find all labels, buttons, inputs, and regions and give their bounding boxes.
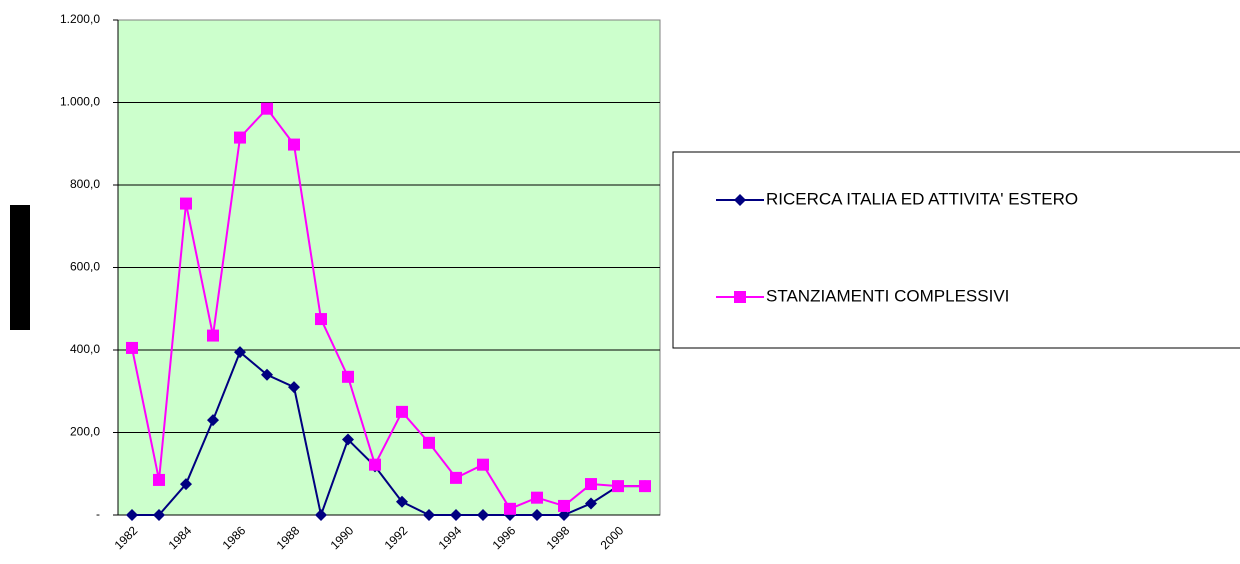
point [180, 478, 192, 491]
point [477, 458, 489, 471]
point [612, 480, 624, 493]
y-tick-label: 1.000,0 [60, 95, 100, 109]
x-tick-label: 1994 [436, 523, 465, 552]
legend-marker [734, 291, 746, 303]
y-tick-label: 200,0 [70, 425, 100, 439]
point [531, 491, 543, 504]
point [369, 458, 381, 471]
point [639, 480, 651, 493]
x-tick-label: 1986 [220, 523, 249, 552]
point [315, 509, 327, 521]
x-tick-label: 1998 [544, 523, 573, 552]
point [504, 502, 516, 515]
point [207, 414, 219, 427]
point [180, 197, 192, 210]
point [423, 436, 435, 449]
point [450, 471, 462, 484]
legend-marker [734, 194, 746, 206]
x-tick-label: 1992 [382, 523, 411, 552]
x-tick-label: 2000 [598, 523, 627, 552]
point [423, 509, 435, 521]
point [342, 370, 354, 383]
point [396, 405, 408, 418]
legend-box [672, 151, 1240, 349]
point [288, 138, 300, 151]
y-tick-label: 600,0 [70, 260, 100, 274]
point [126, 509, 138, 521]
point [585, 497, 597, 510]
point [234, 131, 246, 144]
point [342, 433, 354, 446]
point [126, 341, 138, 354]
point [558, 499, 570, 512]
legend-label: RICERCA ITALIA ED ATTIVITA' ESTERO [766, 189, 1078, 208]
point [396, 495, 408, 508]
point [558, 509, 570, 521]
y-tick-label: 800,0 [70, 177, 100, 191]
x-tick-label: 1990 [328, 523, 357, 552]
point [585, 478, 597, 491]
point [531, 509, 543, 521]
point [261, 102, 273, 115]
y-tick-label: 1.200,0 [60, 12, 100, 26]
x-tick-label: 1996 [490, 523, 519, 552]
point [261, 368, 273, 381]
point [207, 329, 219, 342]
x-tick-label: 1982 [112, 523, 141, 552]
legend-label: STANZIAMENTI COMPLESSIVI [766, 286, 1009, 305]
y-tick-label: 400,0 [70, 342, 100, 356]
x-tick-label: 1988 [274, 523, 303, 552]
point [450, 509, 462, 521]
point [288, 381, 300, 394]
point [315, 313, 327, 326]
point [153, 509, 165, 521]
x-tick-label: 1984 [166, 523, 195, 552]
point [477, 509, 489, 521]
point [153, 473, 165, 486]
redacted-label [10, 205, 30, 330]
point [234, 346, 246, 359]
y-tick-label: - [96, 507, 100, 521]
